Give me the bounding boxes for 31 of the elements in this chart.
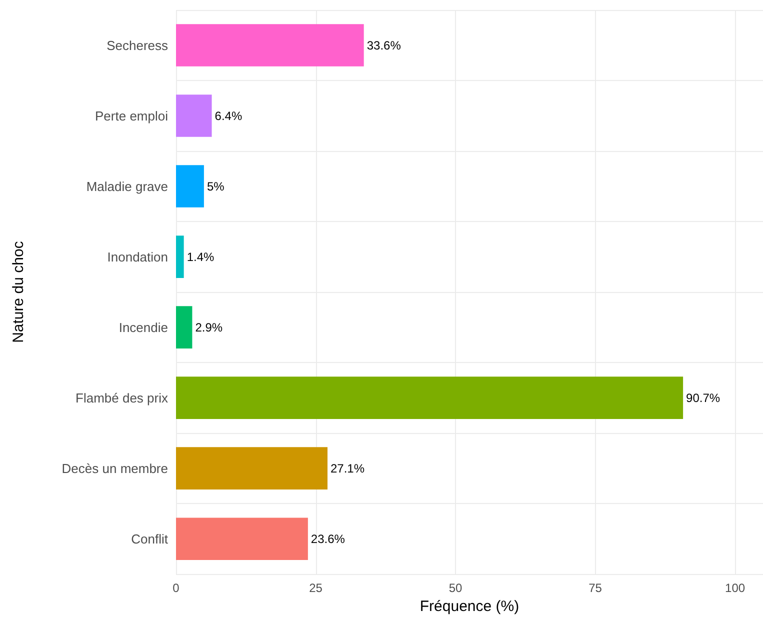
y-axis-title: Nature du choc [10,240,27,343]
data-label: 23.6% [310,532,346,546]
data-label: 90.7% [686,390,720,405]
bar [176,376,684,419]
x-axis-title: Fréquence (%) [420,598,520,615]
y-tick-label: Secheress [106,38,168,53]
x-tick-label: 100 [725,581,746,596]
x-tick-label: 0 [172,581,180,596]
y-tick-label: Decès un membre [62,460,168,476]
bar [176,24,364,66]
y-tick-label: Incendie [118,320,168,335]
x-tick-label: 50 [448,581,463,596]
y-tick-label: Maladie grave [86,178,168,194]
y-tick-label: Perte emploi [95,108,168,124]
data-label: 2.9% [195,320,223,334]
data-label: 33.6% [366,38,402,52]
x-tick-label: 75 [588,581,602,596]
data-label: 5% [206,179,225,194]
data-label: 1.4% [186,250,215,264]
bar [176,447,328,490]
bar [176,94,212,137]
y-tick-label: Inondation [107,249,168,264]
bar [176,518,308,560]
x-tick-label: 25 [309,581,323,596]
y-tick-label: Conflit [131,531,168,546]
data-label: 27.1% [330,461,365,476]
bar [176,236,184,278]
y-tick-label: Flambé des prix [76,390,168,406]
bar [176,165,204,208]
data-label: 6.4% [214,108,242,123]
bar [176,306,192,348]
